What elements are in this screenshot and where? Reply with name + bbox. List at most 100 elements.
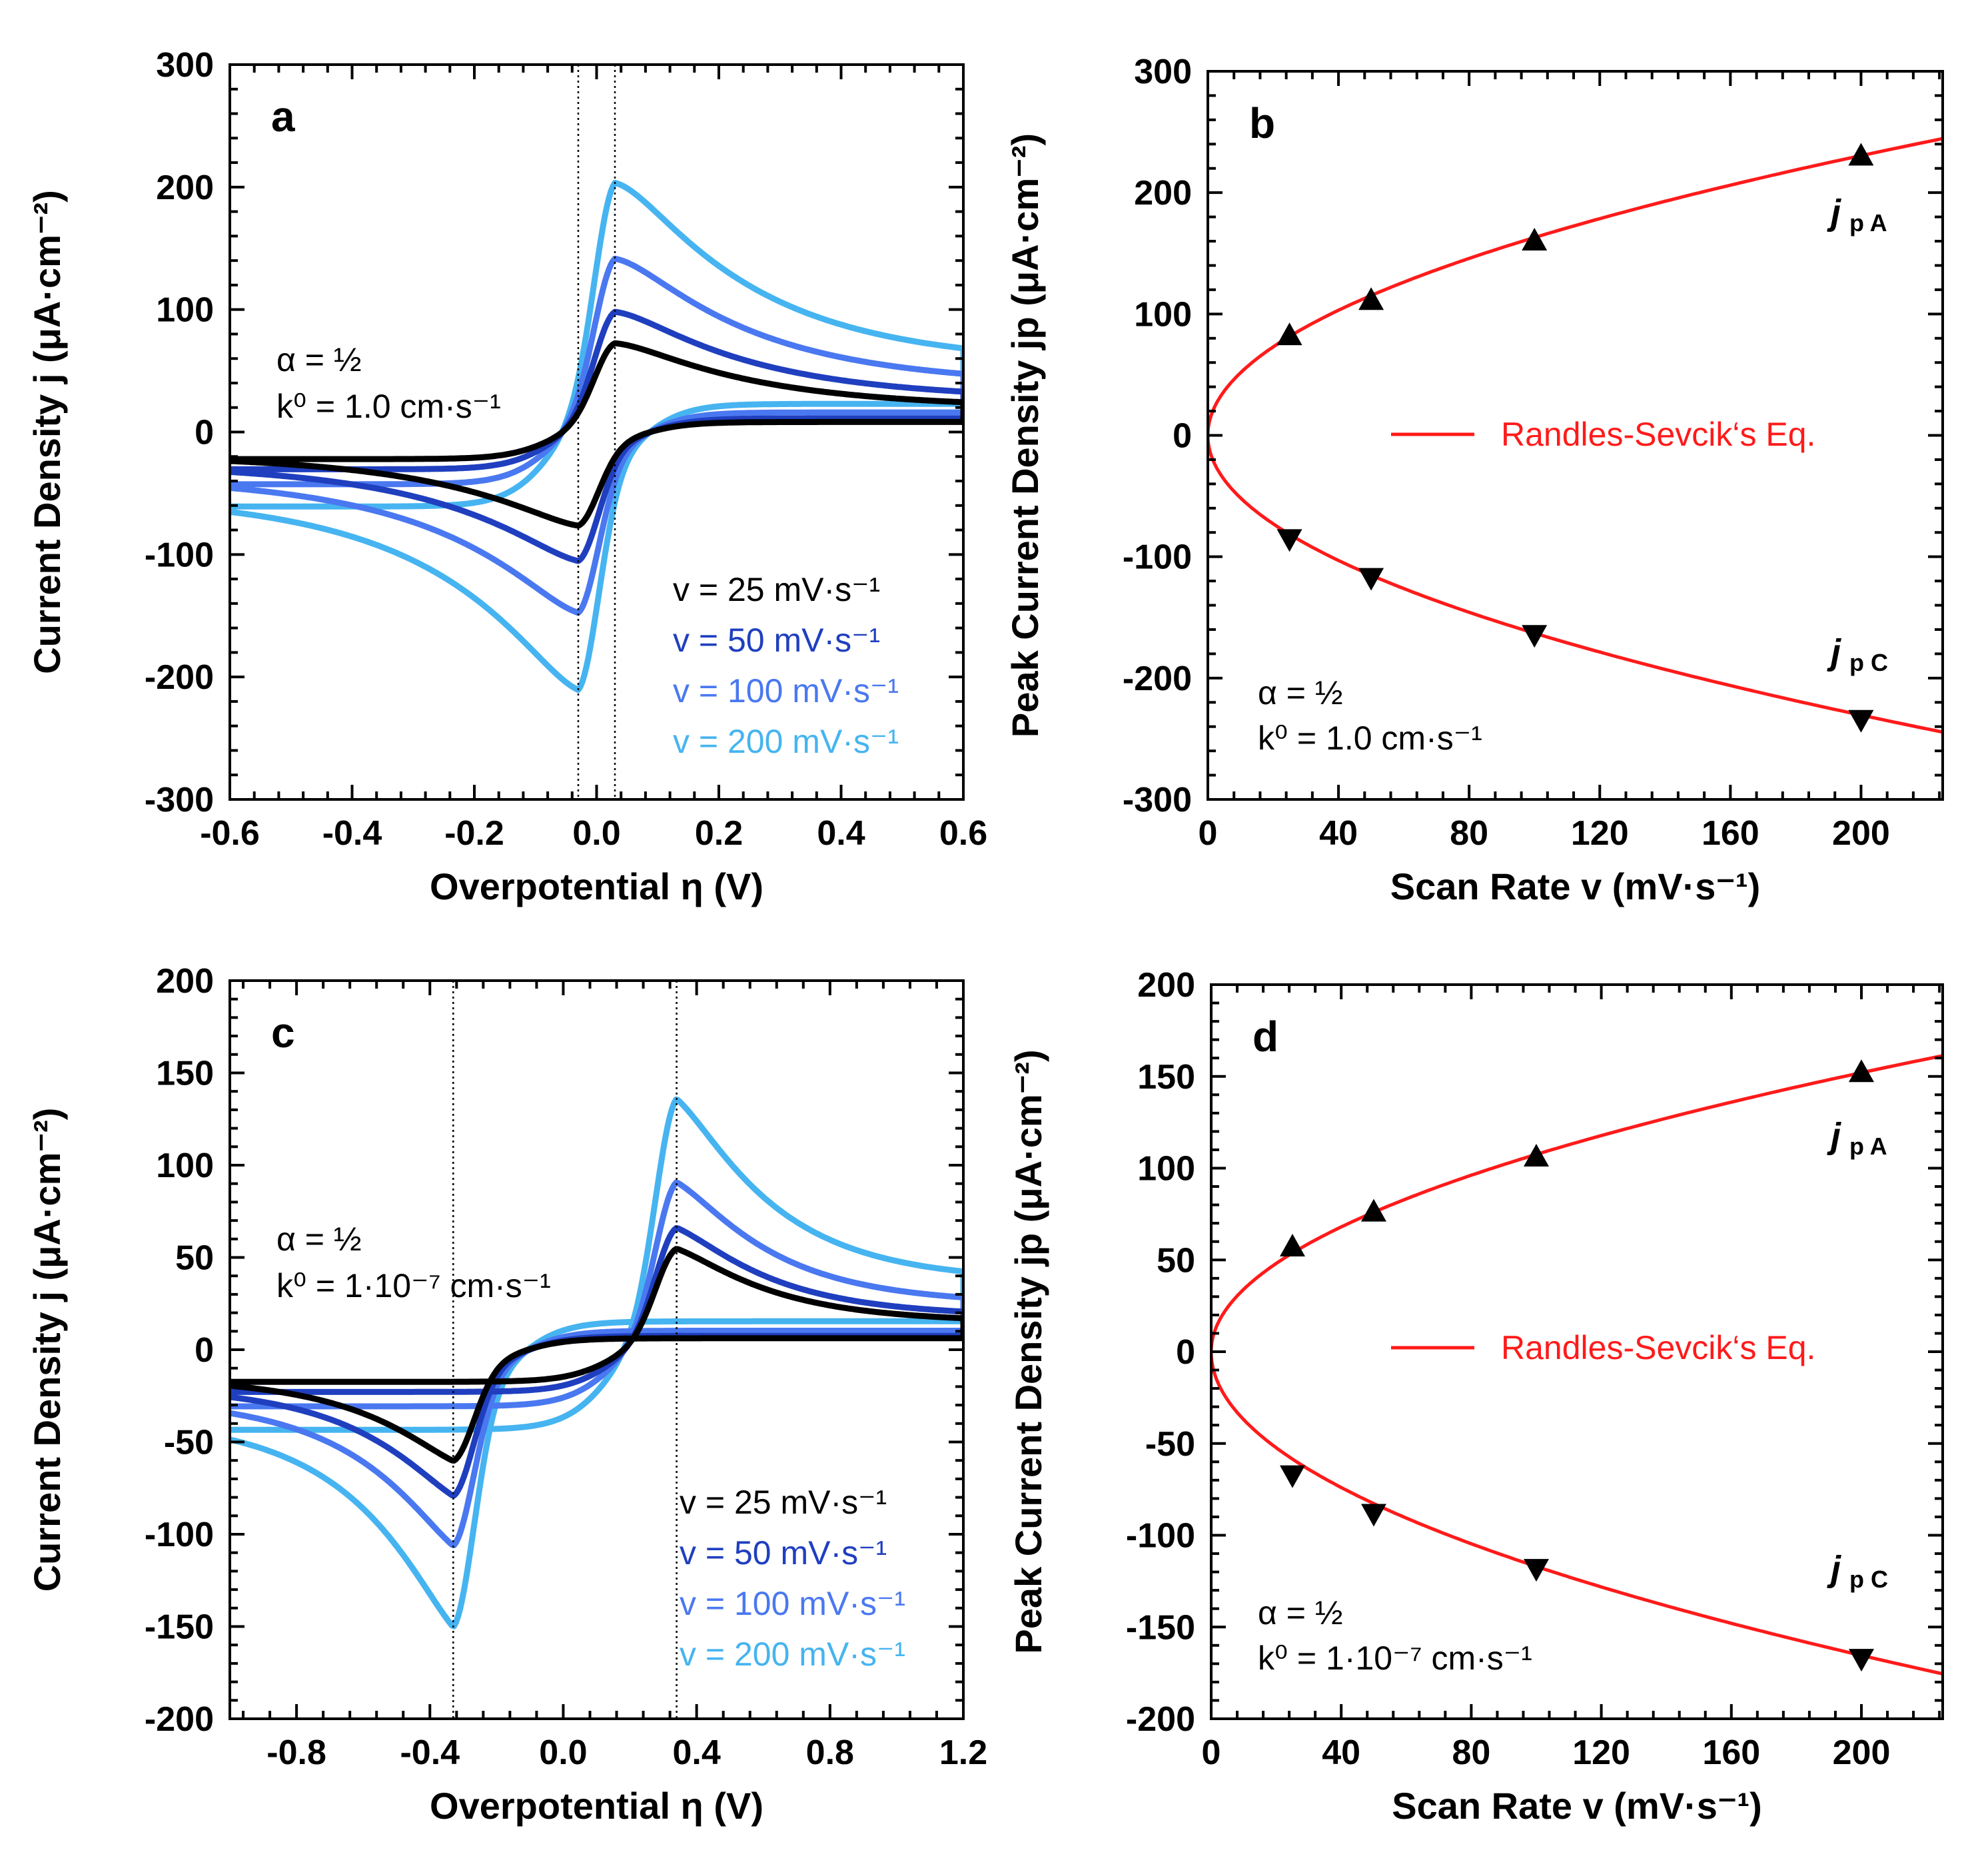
x-tick-label: 0	[1199, 814, 1218, 853]
cv-curve-25	[230, 340, 963, 529]
x-tick-label: -0.4	[322, 814, 382, 853]
x-tick-label: 0.2	[695, 814, 743, 853]
panel-letter: a	[271, 93, 295, 141]
legend-v100: v = 100 mV·s⁻¹	[680, 1585, 905, 1622]
y-tick-label: -100	[1123, 538, 1192, 577]
peak-label-anodic-sub: p A	[1849, 209, 1887, 236]
y-tick-label: -50	[1145, 1425, 1195, 1464]
y-tick-label: 150	[156, 1055, 214, 1093]
y-tick-label: 100	[1137, 1150, 1195, 1188]
y-tick-label: -150	[145, 1608, 214, 1647]
y-tick-label: 50	[175, 1239, 214, 1278]
cathodic-peak-marker	[1524, 1559, 1549, 1582]
x-tick-label: 0.8	[806, 1733, 854, 1772]
x-tick-label: 40	[1319, 814, 1358, 853]
x-tick-label: -0.6	[200, 814, 260, 853]
peak-label-cathodic-sub: p C	[1849, 649, 1888, 676]
cv-curve-50	[230, 1225, 963, 1499]
panel-letter: b	[1249, 99, 1275, 147]
cv-curve-25	[230, 1246, 963, 1464]
alpha-annotation: α = ½	[1258, 1594, 1343, 1632]
x-tick-label: 80	[1452, 1733, 1490, 1772]
x-tick-label: 1.2	[939, 1733, 987, 1772]
x-tick-label: 160	[1702, 1733, 1760, 1772]
x-tick-label: -0.2	[444, 814, 504, 853]
cv-curve-100	[230, 1179, 963, 1548]
y-tick-label: 100	[156, 1147, 214, 1185]
anodic-peak-marker	[1522, 228, 1548, 251]
legend-v50: v = 50 mV·s⁻¹	[673, 622, 880, 659]
peak-label-cathodic: j	[1827, 632, 1841, 672]
y-axis-title: Current Density j (μA·cm⁻²)	[26, 190, 68, 674]
x-axis-title: Overpotential η (V)	[430, 865, 763, 907]
y-tick-label: -300	[145, 781, 214, 819]
y-tick-label: -200	[145, 1700, 214, 1739]
x-tick-label: 120	[1571, 814, 1629, 853]
randles-sevcik-fit	[1211, 1352, 1943, 1675]
anodic-peak-marker	[1849, 1059, 1874, 1083]
curves	[230, 1096, 963, 1630]
cv-curve-200	[230, 179, 963, 694]
randles-sevcik-fit	[1208, 435, 1943, 734]
y-tick-label: 0	[1176, 1333, 1195, 1372]
x-tick-label: 200	[1833, 1733, 1891, 1772]
peak-label-cathodic-sub: p C	[1849, 1566, 1888, 1593]
cathodic-peak-marker	[1522, 625, 1548, 648]
anodic-peak-marker	[1358, 287, 1384, 310]
y-tick-label: -100	[1126, 1517, 1195, 1556]
anodic-peak-marker	[1361, 1198, 1386, 1222]
cathodic-peak-marker	[1848, 709, 1874, 733]
y-tick-label: 0	[195, 414, 214, 452]
peak-label-anodic: j	[1827, 1116, 1841, 1156]
legend-v25: v = 25 mV·s⁻¹	[673, 571, 880, 608]
legend-fit-label: Randles-Sevcik‘s Eq.	[1501, 1329, 1815, 1366]
y-tick-label: 100	[156, 291, 214, 330]
peak-label-anodic-sub: p A	[1849, 1133, 1887, 1160]
x-tick-label: 160	[1702, 814, 1759, 853]
x-tick-label: 80	[1450, 814, 1488, 853]
legend-v25: v = 25 mV·s⁻¹	[680, 1484, 887, 1521]
x-axis-title: Scan Rate v (mV·s⁻¹)	[1392, 1785, 1762, 1827]
x-tick-label: 200	[1832, 814, 1890, 853]
x-tick-label: 40	[1322, 1733, 1360, 1772]
y-axis-title: Peak Current Density jp (μA·cm⁻²)	[1004, 133, 1046, 737]
x-tick-label: 0.6	[939, 814, 987, 853]
alpha-annotation: α = ½	[276, 1220, 362, 1258]
legend-v200: v = 200 mV·s⁻¹	[673, 723, 899, 760]
peak-label-anodic: j	[1827, 193, 1841, 233]
y-tick-label: 150	[1137, 1058, 1195, 1097]
k0-annotation: k⁰ = 1.0 cm·s⁻¹	[276, 388, 501, 425]
y-tick-label: -200	[1126, 1700, 1195, 1739]
curves	[230, 179, 963, 694]
legend-v200: v = 200 mV·s⁻¹	[680, 1636, 905, 1673]
alpha-annotation: α = ½	[1258, 674, 1343, 711]
legend-v50: v = 50 mV·s⁻¹	[680, 1534, 887, 1572]
x-axis-title: Overpotential η (V)	[430, 1785, 763, 1827]
x-tick-label: -0.8	[266, 1733, 326, 1772]
cathodic-peak-marker	[1849, 1649, 1874, 1672]
anodic-peak-marker	[1524, 1143, 1549, 1167]
y-tick-label: 200	[1137, 966, 1195, 1005]
anodic-peak-marker	[1848, 143, 1874, 166]
y-axis-title: Current Density j (μA·cm⁻²)	[26, 1108, 68, 1592]
randles-sevcik-fit	[1211, 1054, 1943, 1352]
x-tick-label: 0.4	[817, 814, 865, 853]
panel-a: 300 200 100 0 -100 -200 -300-0.6 -0.4 -0.2 0.0 0.2…	[26, 46, 987, 907]
y-tick-label: -100	[145, 1516, 214, 1554]
x-tick-label: 0	[1202, 1733, 1221, 1772]
y-tick-label: 200	[1134, 174, 1192, 213]
k0-annotation: k⁰ = 1.0 cm·s⁻¹	[1258, 719, 1482, 757]
y-tick-label: 300	[156, 46, 214, 85]
x-tick-label: 120	[1572, 1733, 1630, 1772]
k0-annotation: k⁰ = 1·10⁻⁷ cm·s⁻¹	[276, 1267, 551, 1304]
y-tick-label: 0	[195, 1331, 214, 1370]
peak-label-cathodic: j	[1827, 1549, 1841, 1589]
y-tick-label: -200	[1123, 660, 1192, 698]
cathodic-peak-marker	[1276, 529, 1302, 552]
y-tick-label: 200	[156, 962, 214, 1001]
randles-sevcik-fit	[1208, 137, 1943, 436]
cv-curve-50	[230, 308, 963, 564]
panel-letter: c	[271, 1009, 295, 1057]
